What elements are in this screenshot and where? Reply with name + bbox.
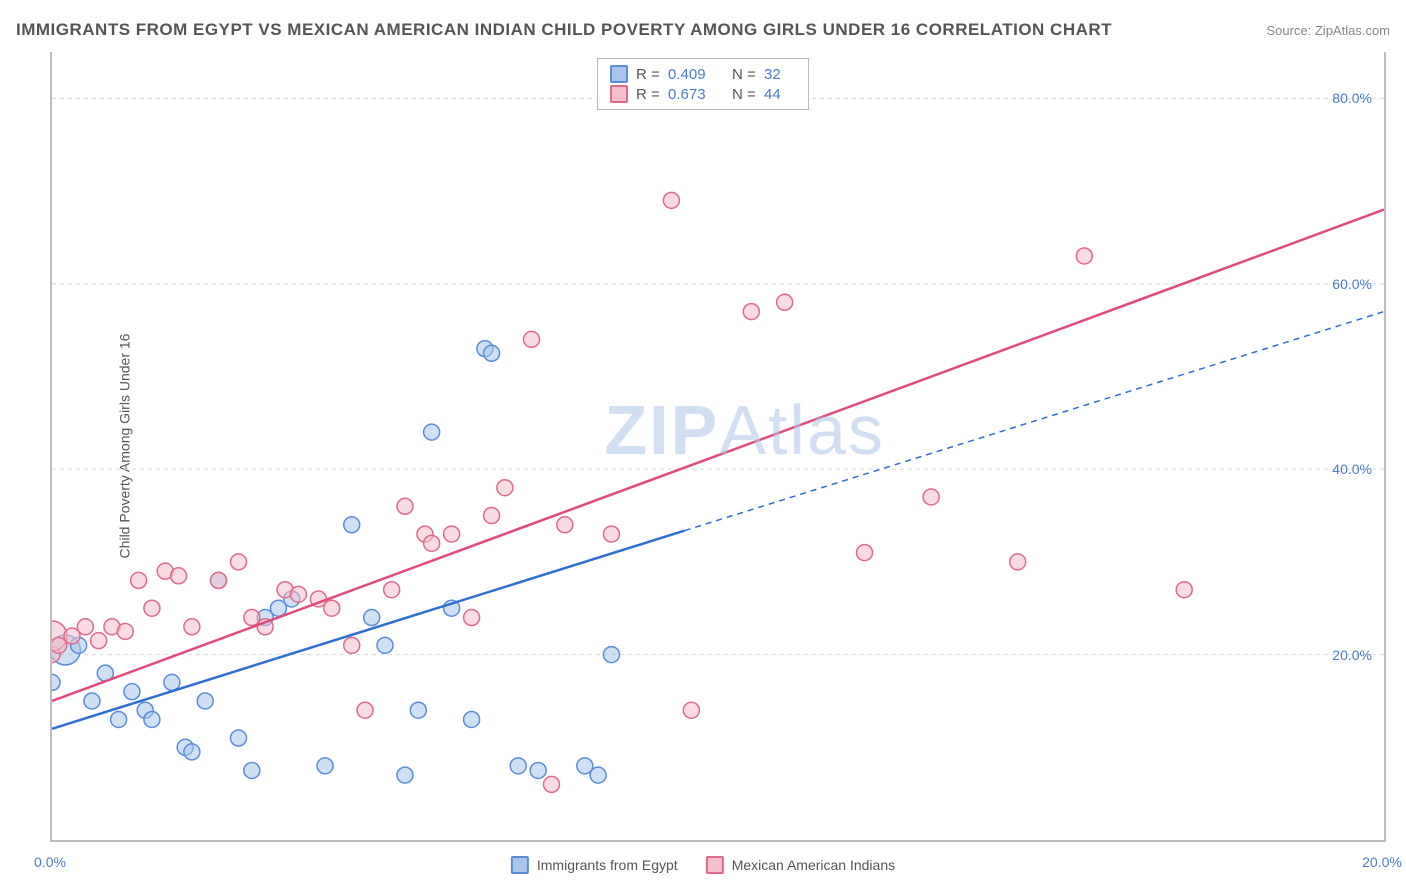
- legend-item-mexican: Mexican American Indians: [706, 856, 895, 874]
- n-value-mexican: 44: [764, 86, 796, 103]
- series-legend: Immigrants from Egypt Mexican American I…: [511, 856, 895, 874]
- y-tick-label: 60.0%: [1332, 276, 1372, 292]
- chart-header: IMMIGRANTS FROM EGYPT VS MEXICAN AMERICA…: [16, 20, 1390, 40]
- chart-area: ZIPAtlas: [50, 52, 1386, 842]
- r-value-egypt: 0.409: [668, 66, 728, 83]
- stats-legend: R = 0.409 N = 32 R = 0.673 N = 44: [597, 58, 809, 110]
- legend-swatch-mexican: [706, 856, 724, 874]
- y-tick-label: 20.0%: [1332, 647, 1372, 663]
- chart-title: IMMIGRANTS FROM EGYPT VS MEXICAN AMERICA…: [16, 20, 1112, 40]
- scatter-plot: [52, 52, 1384, 840]
- legend-swatch-egypt: [511, 856, 529, 874]
- r-label: R =: [636, 66, 664, 83]
- x-tick-label: 0.0%: [34, 854, 66, 870]
- legend-item-egypt: Immigrants from Egypt: [511, 856, 678, 874]
- legend-label-mexican: Mexican American Indians: [732, 857, 895, 873]
- y-tick-label: 80.0%: [1332, 90, 1372, 106]
- y-tick-label: 40.0%: [1332, 461, 1372, 477]
- chart-source: Source: ZipAtlas.com: [1266, 23, 1390, 38]
- stats-swatch-egypt: [610, 65, 628, 83]
- n-label: N =: [732, 66, 760, 83]
- x-tick-label: 20.0%: [1362, 854, 1402, 870]
- r-value-mexican: 0.673: [668, 86, 728, 103]
- r-label: R =: [636, 86, 664, 103]
- n-label: N =: [732, 86, 760, 103]
- stats-swatch-mexican: [610, 85, 628, 103]
- legend-label-egypt: Immigrants from Egypt: [537, 857, 678, 873]
- n-value-egypt: 32: [764, 66, 796, 83]
